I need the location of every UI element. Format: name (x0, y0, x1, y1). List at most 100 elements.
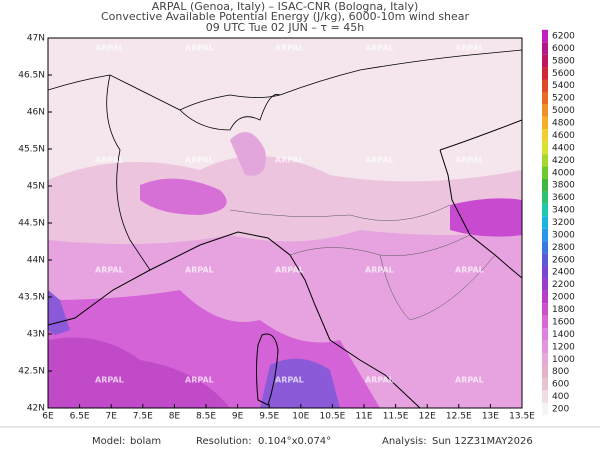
watermark: ARPAL (185, 376, 214, 385)
colorbar-swatch (542, 154, 548, 167)
watermark: ARPAL (275, 44, 304, 53)
colorbar-swatch (542, 116, 548, 130)
lon-tick-label: 11.5E (383, 412, 409, 422)
colorbar-swatch (542, 328, 548, 341)
colorbar-label: 1000 (552, 355, 575, 365)
colorbar-label: 4200 (552, 156, 575, 166)
lon-tick-label: 7.5E (133, 412, 153, 422)
lon-tick-label: 11E (355, 412, 372, 422)
colorbar-label: 4600 (552, 131, 575, 141)
watermark: ARPAL (365, 266, 394, 275)
lon-tick-label: 8.5E (196, 412, 216, 422)
lat-tick-label: 44N (27, 256, 45, 266)
colorbar-label: 3000 (552, 230, 575, 240)
lon-tick-label: 13E (482, 412, 499, 422)
lon-tick-label: 7E (105, 412, 117, 422)
watermark: ARPAL (455, 266, 484, 275)
lat-tick-label: 42N (27, 404, 45, 414)
footer-value: 0.104°x0.074° (258, 436, 331, 447)
colorbar-label: 800 (552, 367, 569, 377)
header-line: ARPAL (Genoa, Italy) – ISAC-CNR (Bologna… (152, 0, 419, 13)
lon-tick-label: 9E (232, 412, 244, 422)
colorbar-swatch (542, 402, 548, 416)
colorbar-swatch (542, 340, 548, 354)
lat-tick-label: 46N (27, 108, 45, 118)
colorbar-label: 2600 (552, 255, 575, 265)
footer-label: Resolution: (196, 436, 252, 447)
colorbar-swatch (542, 266, 548, 279)
colorbar-label: 1800 (552, 305, 575, 315)
colorbar-label: 2800 (552, 243, 575, 253)
colorbar-label: 3600 (552, 193, 575, 203)
lat-tick-label: 44.5N (18, 219, 45, 229)
map (48, 38, 522, 408)
colorbar-label: 600 (552, 380, 569, 390)
colorbar-label: 2000 (552, 293, 575, 303)
colorbar-label: 1200 (552, 342, 575, 352)
watermark: ARPAL (185, 266, 214, 275)
watermark: ARPAL (95, 156, 124, 165)
colorbar-swatch (542, 241, 548, 254)
colorbar-label: 5800 (552, 56, 575, 66)
footer-value: Sun 12Z31MAY2026 (432, 436, 533, 447)
lon-tick-label: 13.5E (509, 412, 535, 422)
watermark: ARPAL (365, 44, 394, 53)
watermark: ARPAL (275, 266, 304, 275)
colorbar-swatch (542, 278, 548, 291)
colorbar-swatch (542, 79, 548, 92)
colorbar-label: 200 (552, 405, 569, 415)
colorbar-swatch (542, 365, 548, 378)
colorbar-label: 3200 (552, 218, 575, 228)
colorbar-label: 4800 (552, 119, 575, 129)
lon-tick-label: 10.5E (320, 412, 346, 422)
colorbar-swatch (542, 377, 548, 391)
colorbar-swatch (542, 390, 548, 403)
header-line: 09 UTC Tue 02 JUN – τ = 45h (206, 21, 364, 34)
colorbar-label: 2400 (552, 268, 575, 278)
colorbar-swatch (542, 166, 548, 179)
colorbar-swatch (542, 129, 548, 142)
colorbar-swatch (542, 216, 548, 229)
watermark: ARPAL (275, 376, 304, 385)
colorbar-swatch (542, 42, 548, 55)
watermark: ARPAL (95, 376, 124, 385)
colorbar-label: 3400 (552, 206, 575, 216)
lon-tick-label: 8E (169, 412, 181, 422)
lat-tick-label: 47N (27, 34, 45, 44)
colorbar-label: 5400 (552, 81, 575, 91)
colorbar-label: 2200 (552, 280, 575, 290)
colorbar-swatch (542, 91, 548, 105)
lat-tick-label: 45.5N (18, 145, 45, 155)
lat-tick-label: 42.5N (18, 367, 45, 377)
colorbar-swatch (542, 104, 548, 117)
footer-value: bolam (130, 436, 161, 447)
lon-tick-label: 12E (419, 412, 436, 422)
watermark: ARPAL (365, 376, 394, 385)
watermark: ARPAL (185, 156, 214, 165)
watermark: ARPAL (365, 156, 394, 165)
colorbar-label: 5200 (552, 94, 575, 104)
colorbar-swatch (542, 353, 548, 366)
colorbar-swatch (542, 315, 548, 329)
lat-tick-label: 43.5N (18, 293, 45, 303)
lon-tick-label: 10E (292, 412, 309, 422)
watermark: ARPAL (95, 44, 124, 53)
colorbar-swatch (542, 191, 548, 204)
lon-tick-label: 12.5E (446, 412, 472, 422)
header-line: Convective Available Potential Energy (J… (101, 10, 470, 23)
colorbar-label: 6200 (552, 32, 575, 42)
colorbar-swatch (542, 303, 548, 316)
lon-tick-label: 6E (42, 412, 54, 422)
colorbar-swatch (542, 253, 548, 267)
watermark: ARPAL (275, 156, 304, 165)
lat-tick-label: 45N (27, 182, 45, 192)
watermark: ARPAL (455, 44, 484, 53)
colorbar-label: 4400 (552, 143, 575, 153)
watermark: ARPAL (185, 44, 214, 53)
lat-tick-label: 43N (27, 330, 45, 340)
footer-label: Model: (92, 436, 125, 447)
lon-tick-label: 9.5E (259, 412, 279, 422)
colorbar-swatch (542, 54, 548, 68)
colorbar-swatch (542, 29, 548, 43)
